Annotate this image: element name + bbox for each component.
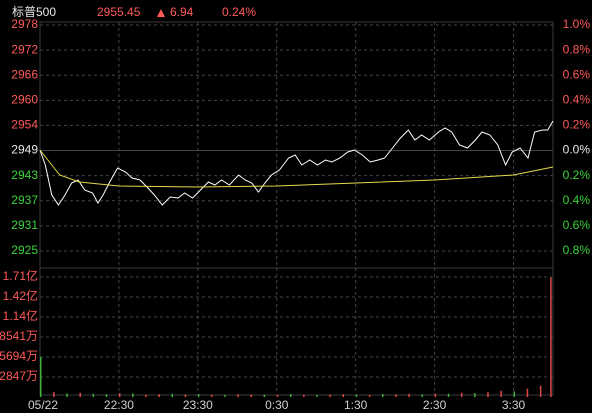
title: 标普500 xyxy=(12,5,56,19)
volume-bar xyxy=(237,394,239,397)
x-tick-label: 23:30 xyxy=(183,398,213,412)
volume-bar xyxy=(408,393,410,397)
y2-tick-label: 0.2% xyxy=(563,118,591,132)
y-tick-label: 2972 xyxy=(11,42,38,56)
y-tick-label: 8541万 xyxy=(0,329,38,343)
y-tick-label: 2943 xyxy=(11,168,38,182)
y-tick-label: 2960 xyxy=(11,93,38,107)
price-line xyxy=(39,120,554,206)
volume-bar xyxy=(211,394,213,397)
y2-tick-label: 0.2% xyxy=(563,168,591,182)
y-tick-label: 2847万 xyxy=(0,369,38,383)
volume-bar xyxy=(79,392,81,397)
price: 2955.45 xyxy=(97,5,141,19)
y-tick-label: 2925 xyxy=(11,243,38,257)
y-tick-label: 1.42亿 xyxy=(3,288,38,303)
price-line xyxy=(39,149,554,188)
frame xyxy=(39,21,554,396)
volume-bar xyxy=(105,394,108,397)
volume-bar xyxy=(513,391,516,397)
volume-bar xyxy=(434,393,437,397)
volume-bar xyxy=(224,394,226,397)
volume-bar xyxy=(395,394,397,397)
y2-tick-label: 0.0% xyxy=(563,143,591,157)
volume-bar xyxy=(539,385,542,397)
volume-bar xyxy=(329,394,331,397)
y-tick-label: 1.14亿 xyxy=(3,308,38,323)
y-tick-label: 2954 xyxy=(11,118,38,132)
volume-bar xyxy=(487,392,489,397)
change: 6.94 xyxy=(170,5,194,19)
x-tick-label: 0:30 xyxy=(265,398,289,412)
y2-tick-label: 0.4% xyxy=(563,93,591,107)
y-tick-label: 1.71亿 xyxy=(3,268,38,283)
y-tick-label: 2949 xyxy=(11,143,38,157)
y2-tick-label: 0.8% xyxy=(563,243,591,257)
y2-tick-label: 1.0% xyxy=(563,17,591,31)
volume-bar xyxy=(460,392,463,397)
volume-bar xyxy=(355,394,358,397)
y2-tick-label: 0.8% xyxy=(563,42,591,56)
y-tick-label: 2931 xyxy=(11,218,38,232)
volume-bar xyxy=(550,277,552,397)
volume-bar xyxy=(526,388,529,397)
volume-bar xyxy=(145,394,147,397)
volume-bar xyxy=(250,394,252,397)
y-tick-label: 2978 xyxy=(11,17,38,31)
y-tick-label: 2966 xyxy=(11,67,38,81)
x-tick-label: 22:30 xyxy=(104,398,134,412)
volume-bar xyxy=(276,394,279,397)
volume-bar xyxy=(342,394,345,397)
y-tick-label: 5694万 xyxy=(0,349,38,363)
volume-bar xyxy=(368,394,371,397)
volume-bar xyxy=(132,393,134,397)
volume-bar xyxy=(263,394,266,397)
volume-bar xyxy=(92,393,95,397)
x-tick-label: 2:30 xyxy=(423,398,447,412)
volume-bar xyxy=(382,394,384,397)
y-tick-label: 2937 xyxy=(11,193,38,207)
volume-bar xyxy=(316,394,318,397)
y2-tick-label: 0.6% xyxy=(563,67,591,81)
volume-bar xyxy=(184,394,187,397)
volume-bar xyxy=(197,394,200,397)
up-arrow xyxy=(157,9,165,17)
volume-bar xyxy=(66,393,68,397)
volume-bar xyxy=(500,390,502,397)
volume-bar xyxy=(421,394,423,397)
volume-bar xyxy=(158,394,160,397)
volume-bar xyxy=(118,393,121,397)
volume-bar xyxy=(40,356,42,397)
x-tick-label: 05/22 xyxy=(28,398,58,412)
y2-tick-label: 0.6% xyxy=(563,218,591,232)
volume-bar xyxy=(474,393,476,397)
volume-bar xyxy=(303,394,305,397)
volume-bar xyxy=(289,394,292,397)
x-tick-label: 3:30 xyxy=(502,398,526,412)
change-pct: 0.24% xyxy=(222,5,256,19)
x-tick-label: 1:30 xyxy=(344,398,368,412)
volume-bar xyxy=(447,393,450,397)
y2-tick-label: 0.4% xyxy=(563,193,591,207)
volume-bar xyxy=(171,393,174,397)
volume-bar xyxy=(53,392,55,397)
